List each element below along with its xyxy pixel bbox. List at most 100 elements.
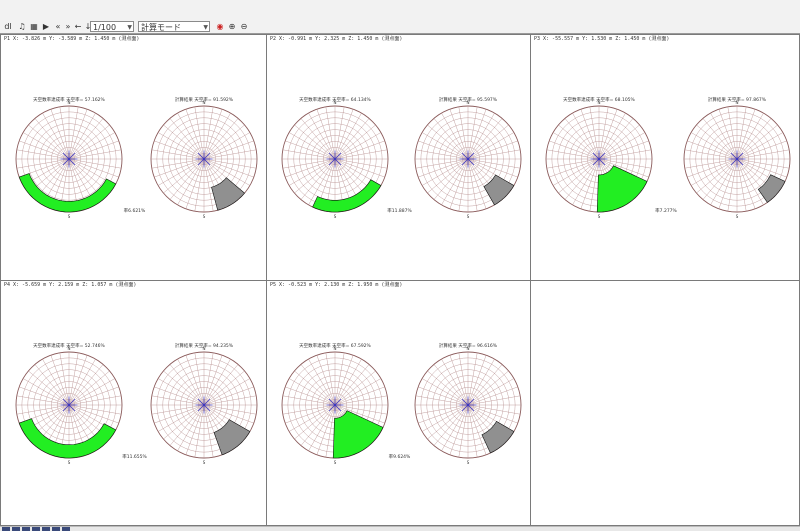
azimuth-line <box>203 378 250 406</box>
azimuth-line <box>203 404 214 458</box>
azimuth-line <box>19 140 70 160</box>
azimuth-line <box>334 404 388 415</box>
azimuth-line <box>194 106 205 160</box>
toolbar-button-5[interactable]: « <box>55 22 61 31</box>
azimuth-line <box>467 158 487 209</box>
azimuth-line <box>441 404 469 451</box>
azimuth-line <box>203 132 250 160</box>
azimuth-line <box>467 132 514 160</box>
azimuth-line <box>194 158 205 212</box>
azimuth-line <box>467 118 503 160</box>
azimuth-line <box>553 158 600 186</box>
azimuth-line <box>68 118 104 160</box>
azimuth-line <box>177 113 205 160</box>
sky-chart-panel: 天空数率達成率 天空率= 64.134% 計算結果 天空率= 95.597%NSN… <box>281 96 522 219</box>
zenith-star-icon <box>326 150 344 168</box>
refresh-icon[interactable]: ◉ <box>216 22 224 31</box>
azimuth-line <box>334 395 388 406</box>
azimuth-line <box>598 113 626 160</box>
azimuth-line <box>467 404 518 424</box>
azimuth-line <box>68 364 104 406</box>
azimuth-line <box>68 140 119 160</box>
right-chart-title: 計算結果 天空率= 96.616% <box>439 342 498 349</box>
status-icon[interactable] <box>12 527 20 531</box>
azimuth-line <box>68 378 115 406</box>
toolbar-button-1[interactable]: dl <box>4 22 12 31</box>
azimuth-line <box>334 106 345 160</box>
azimuth-line <box>282 395 336 406</box>
status-icon[interactable] <box>52 527 60 531</box>
status-icon[interactable] <box>22 527 30 531</box>
azimuth-line <box>598 124 640 160</box>
azimuth-line <box>684 158 738 169</box>
zoom-in-icon[interactable]: ⊕ <box>228 22 236 31</box>
toolbar-button-4[interactable]: ▶ <box>42 22 50 31</box>
azimuth-line <box>163 158 205 194</box>
chevron-down-icon: ▼ <box>127 24 132 31</box>
zenith-star-icon <box>459 396 477 414</box>
status-icon[interactable] <box>32 527 40 531</box>
azimuth-line <box>23 378 70 406</box>
obstruction-area <box>312 179 382 213</box>
azimuth-line <box>687 140 738 160</box>
toolbar: dl ♫ ▦ ▶ « » ← ↓ 1/100 ▼ 計算モード ▼ ◉ ⊕ ⊖ <box>0 0 800 34</box>
azimuth-line <box>282 158 336 169</box>
azimuth-line <box>163 124 205 160</box>
status-icon[interactable] <box>2 527 10 531</box>
mode-select[interactable]: 計算モード ▼ <box>138 21 210 32</box>
azimuth-line <box>427 404 469 440</box>
azimuth-line <box>154 386 205 406</box>
azimuth-line <box>154 140 205 160</box>
south-label: S <box>68 460 71 465</box>
toolbar-button-7[interactable]: ← <box>74 22 82 31</box>
azimuth-line <box>702 118 738 160</box>
toolbar-button-2[interactable]: ♫ <box>18 22 26 31</box>
azimuth-line <box>194 352 205 406</box>
status-icon[interactable] <box>42 527 50 531</box>
azimuth-line <box>467 158 521 169</box>
right-chart-title: 計算結果 天空率= 95.597% <box>439 96 498 103</box>
azimuth-line <box>458 158 469 212</box>
azimuth-line <box>449 404 469 455</box>
shadow-area <box>213 419 251 456</box>
azimuth-line <box>710 158 738 205</box>
south-label: S <box>203 460 206 465</box>
azimuth-line <box>289 158 336 186</box>
azimuth-line <box>334 113 362 160</box>
azimuth-line <box>68 370 110 406</box>
azimuth-line <box>203 158 250 186</box>
result-pane-5: P5 X: -0.523 m Y: 2.130 m Z: 1.950 m (测点… <box>266 280 531 526</box>
azimuth-line <box>564 158 600 200</box>
azimuth-line <box>151 395 205 406</box>
azimuth-line <box>16 395 70 406</box>
azimuth-line <box>203 395 257 406</box>
azimuth-line <box>727 106 738 160</box>
toolbar-button-3[interactable]: ▦ <box>30 22 38 31</box>
scale-select[interactable]: 1/100 ▼ <box>90 21 134 32</box>
azimuth-line <box>308 359 336 406</box>
azimuth-line <box>68 386 119 406</box>
azimuth-line <box>418 386 469 406</box>
zoom-out-icon[interactable]: ⊖ <box>240 22 248 31</box>
azimuth-line <box>553 132 600 160</box>
azimuth-line <box>467 140 518 160</box>
left-chart-title: 天空数率達成率 天空率= 67.592% <box>299 342 371 349</box>
azimuth-line <box>418 158 469 178</box>
azimuth-line <box>415 149 469 160</box>
azimuth-line <box>718 158 738 209</box>
azimuth-line <box>158 132 205 160</box>
north-label: N <box>598 100 601 105</box>
azimuth-line <box>702 158 738 200</box>
status-icon[interactable] <box>62 527 70 531</box>
right-chart-title: 計算結果 天空率= 91.592% <box>175 96 234 103</box>
toolbar-button-6[interactable]: » <box>65 22 71 31</box>
toolbar-button-8[interactable]: ↓ <box>84 22 92 31</box>
azimuth-line <box>422 378 469 406</box>
left-chart-title: 天空数率達成率 天空率= 52.746% <box>33 342 105 349</box>
azimuth-line <box>68 359 96 406</box>
azimuth-line <box>151 158 205 169</box>
azimuth-line <box>203 158 214 212</box>
azimuth-line <box>203 386 254 406</box>
azimuth-line <box>334 386 385 406</box>
pane-header: P2 X: -0.991 m Y: 2.325 m Z: 1.450 m (测点… <box>270 36 403 42</box>
